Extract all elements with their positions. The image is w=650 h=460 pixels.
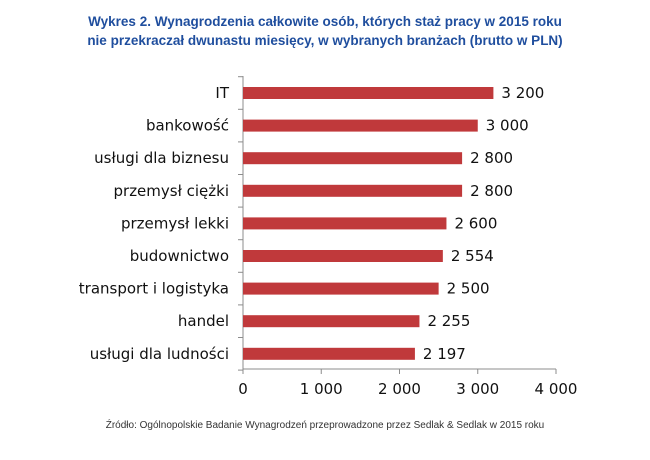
category-label: bankowość xyxy=(146,117,229,135)
category-label: budownictwo xyxy=(130,247,229,265)
bar xyxy=(243,184,463,197)
data-label: 2 500 xyxy=(447,280,490,298)
bar xyxy=(243,282,439,295)
bar xyxy=(243,250,443,262)
bar xyxy=(243,152,463,165)
category-label: handel xyxy=(178,312,229,330)
chart-title-line-2: nie przekraczał dwunastu miesięcy, w wyb… xyxy=(87,33,563,48)
category-label: IT xyxy=(215,84,229,102)
data-label: 2 554 xyxy=(451,247,494,265)
bar xyxy=(243,87,494,99)
x-tick-label: 0 xyxy=(238,380,248,398)
data-label: 3 200 xyxy=(501,84,544,102)
data-label: 2 197 xyxy=(423,345,466,363)
data-label: 2 800 xyxy=(470,149,513,167)
data-label: 3 000 xyxy=(486,117,529,135)
category-label: przemysł ciężki xyxy=(114,182,230,200)
category-label: usługi dla ludności xyxy=(90,345,229,363)
x-tick-label: 3 000 xyxy=(456,380,499,398)
source-note: Źródło: Ogólnopolskie Badanie Wynagrodze… xyxy=(105,420,545,431)
data-label: 2 600 xyxy=(454,214,497,232)
data-label: 2 800 xyxy=(470,182,513,200)
chart-title: Wykres 2. Wynagrodzenia całkowite osób, … xyxy=(0,12,650,50)
bar xyxy=(243,347,415,360)
x-tick-label: 1 000 xyxy=(300,380,343,398)
x-tick-label: 4 000 xyxy=(535,380,578,398)
category-label: przemysł lekki xyxy=(121,214,229,232)
bar xyxy=(243,119,478,132)
x-tick-label: 2 000 xyxy=(378,380,421,398)
bar xyxy=(243,217,447,230)
category-label: transport i logistyka xyxy=(79,280,229,298)
chart-title-line-1: Wykres 2. Wynagrodzenia całkowite osób, … xyxy=(88,14,562,29)
bar xyxy=(243,315,420,328)
category-label: usługi dla biznesu xyxy=(94,149,229,167)
data-label: 2 255 xyxy=(427,312,470,330)
